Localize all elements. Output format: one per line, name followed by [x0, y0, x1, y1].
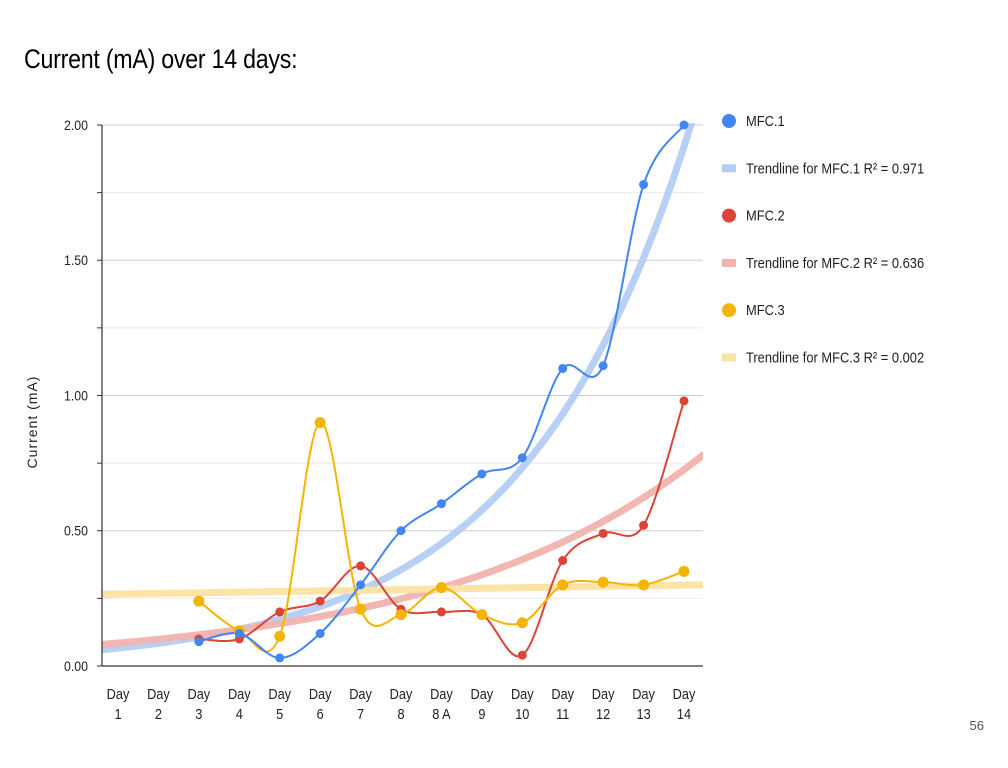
x-tick-label: 11 [556, 705, 569, 722]
legend-item-mfc1: MFC.1 [722, 112, 785, 129]
x-tick-label: Day [551, 685, 574, 702]
data-point-mfc1 [234, 629, 244, 639]
legend-item-trendline-mfc2: Trendline for MFC.2 R² = 0.636 [722, 254, 924, 271]
data-point-mfc1 [315, 629, 325, 639]
x-tick-label: 14 [677, 705, 691, 722]
data-point-mfc2 [639, 520, 649, 530]
legend-label: Trendline for MFC.2 R² = 0.636 [746, 254, 924, 271]
data-point-mfc3 [476, 609, 488, 621]
data-point-mfc1 [679, 120, 689, 130]
data-point-mfc2 [517, 650, 527, 660]
x-tick-label: Day [592, 685, 615, 702]
legend-item-trendline-mfc3: Trendline for MFC.3 R² = 0.002 [722, 349, 924, 366]
x-tick-label: Day [228, 685, 251, 702]
legend-marker [722, 114, 736, 128]
y-tick-label: 0.50 [64, 523, 88, 539]
x-tick-label: Day [673, 685, 696, 702]
data-point-mfc3 [193, 595, 205, 607]
x-tick-label: Day [632, 685, 655, 702]
data-point-mfc2 [679, 396, 689, 406]
y-tick-label: 1.50 [64, 253, 88, 269]
data-point-mfc1 [477, 469, 487, 479]
y-tick-label: 1.00 [64, 388, 88, 404]
data-point-mfc1 [598, 361, 608, 371]
legend-item-mfc2: MFC.2 [722, 207, 785, 224]
trendlines [102, 123, 703, 654]
data-point-mfc1 [396, 526, 406, 536]
data-point-mfc1 [356, 580, 366, 590]
series-lines [193, 120, 690, 663]
data-point-mfc3 [597, 576, 609, 588]
data-point-mfc3 [557, 579, 569, 591]
data-point-mfc1 [436, 499, 446, 509]
legend-item-trendline-mfc1: Trendline for MFC.1 R² = 0.971 [722, 159, 924, 177]
x-tick-label: 5 [276, 705, 283, 722]
x-tick-label: Day [390, 685, 413, 702]
legend-marker [722, 353, 736, 362]
legend-label: Trendline for MFC.1 R² = 0.971 [746, 159, 924, 176]
data-point-mfc3 [355, 603, 367, 615]
data-point-mfc3 [516, 617, 528, 629]
data-point-mfc1 [275, 653, 285, 663]
data-point-mfc2 [275, 607, 285, 617]
data-point-mfc3 [395, 609, 407, 621]
x-tick-label: Day [511, 685, 534, 702]
x-tick-label: 12 [596, 705, 610, 722]
data-point-mfc1 [558, 363, 568, 373]
y-tick-label: 0.00 [64, 658, 88, 674]
x-tick-label: 6 [317, 705, 324, 722]
x-tick-label: 8 [397, 705, 404, 722]
x-tick-label: Day [430, 685, 453, 702]
page-number: 56 [969, 718, 984, 733]
data-point-mfc1 [639, 180, 649, 190]
chart-title: Current (mA) over 14 days: [24, 44, 298, 74]
legend-label: MFC.3 [746, 301, 785, 318]
data-point-mfc2 [356, 561, 366, 571]
data-point-mfc3 [638, 579, 650, 591]
data-point-mfc2 [436, 607, 446, 617]
data-point-mfc3 [678, 565, 690, 577]
x-tick-label: Day [309, 685, 332, 702]
legend-marker [722, 164, 736, 173]
x-tick-label: 10 [515, 705, 529, 722]
legend-label: Trendline for MFC.3 R² = 0.002 [746, 349, 924, 366]
x-tick-label: 4 [236, 705, 243, 722]
data-point-mfc3 [435, 582, 447, 594]
data-point-mfc3 [314, 417, 326, 429]
legend-label: MFC.1 [746, 112, 785, 129]
trendline-3 [102, 581, 703, 598]
x-tick-label: 3 [195, 705, 202, 722]
legend-label: MFC.2 [746, 207, 785, 224]
x-tick-label: 2 [155, 705, 162, 722]
data-point-mfc2 [558, 556, 568, 566]
x-tick-label: Day [471, 685, 494, 702]
trendline-2 [102, 451, 703, 648]
data-point-mfc1 [517, 453, 527, 463]
data-point-mfc1 [194, 637, 204, 647]
data-point-mfc2 [315, 596, 325, 606]
legend: MFC.1 Trendline for MFC.1 R² = 0.971 MFC.2… [722, 112, 924, 366]
x-tick-label: Day [349, 685, 372, 702]
y-tick-label: 2.00 [64, 117, 88, 133]
trendline-1 [102, 123, 696, 654]
legend-item-mfc3: MFC.3 [722, 301, 785, 318]
data-point-mfc3 [274, 630, 286, 642]
x-tick-label: Day [188, 685, 211, 702]
axes: 0.00 0.50 1.00 1.50 2.00 Day 1 Day 2 Day 3 Day 4 Day 5… [64, 117, 703, 722]
data-point-mfc2 [598, 528, 608, 538]
legend-marker [722, 258, 736, 267]
x-tick-label: Day [147, 685, 170, 702]
x-tick-label: Day [107, 685, 130, 702]
legend-marker [722, 303, 736, 318]
x-tick-label: Day [268, 685, 291, 702]
legend-marker [722, 208, 736, 223]
x-tick-label: 7 [357, 705, 364, 722]
y-axis-label: Current (mA) [24, 376, 40, 469]
series-line-mfc1 [198, 124, 685, 659]
x-tick-label: 9 [478, 705, 485, 722]
x-tick-label: 13 [636, 705, 650, 722]
x-tick-label: 1 [114, 705, 121, 722]
x-tick-label: 8 A [432, 705, 451, 722]
